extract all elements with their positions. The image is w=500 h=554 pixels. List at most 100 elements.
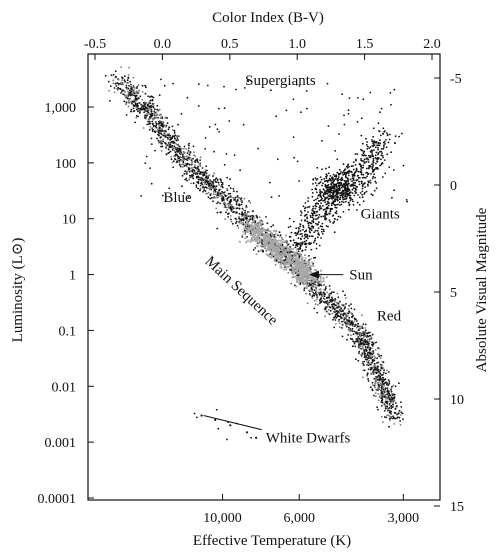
giant-star (365, 137, 367, 140)
main-sequence-star (220, 191, 223, 194)
main-sequence-star (197, 187, 200, 190)
main-sequence-star (271, 253, 274, 256)
giant-star (360, 173, 363, 176)
main-sequence-star (159, 131, 162, 134)
giant-star (339, 187, 341, 190)
main-sequence-star (383, 395, 386, 398)
giant-star (366, 148, 369, 150)
main-sequence-star (117, 78, 120, 81)
main-sequence-star (390, 390, 393, 393)
main-sequence-star (238, 204, 241, 207)
giant-star (287, 243, 289, 246)
giant-star (318, 208, 321, 211)
supergiant-star (140, 195, 143, 197)
main-sequence-star (336, 292, 339, 295)
main-sequence-star (178, 157, 180, 160)
giant-star (352, 161, 355, 164)
main-sequence-star (217, 191, 219, 194)
giant-star (374, 157, 377, 159)
main-sequence-star (277, 247, 280, 250)
giant-star (342, 198, 345, 201)
giant-star (302, 228, 304, 231)
giant-star (340, 194, 343, 197)
main-sequence-star (144, 92, 147, 95)
main-sequence-star (171, 149, 174, 151)
main-sequence-star (258, 219, 261, 223)
main-sequence-star (242, 223, 245, 226)
white-dwarf-star (217, 427, 220, 430)
main-sequence-star (341, 335, 344, 338)
giant-star (317, 233, 320, 236)
main-sequence-star (173, 132, 176, 134)
giant-star (365, 171, 368, 174)
giant-star (311, 235, 314, 238)
main-sequence-star (169, 136, 171, 139)
main-sequence-star (370, 363, 372, 366)
main-sequence-star (115, 88, 118, 90)
main-sequence-star (362, 323, 365, 325)
giant-star (347, 192, 350, 195)
main-sequence-star (271, 239, 274, 243)
main-sequence-star (160, 145, 162, 148)
giant-star (367, 185, 369, 187)
main-sequence-star (372, 384, 374, 387)
main-sequence-star (377, 347, 379, 349)
main-sequence-star (387, 408, 390, 411)
main-sequence-star (123, 90, 126, 92)
giant-star (353, 194, 356, 197)
main-sequence-star (327, 303, 330, 306)
main-sequence-star (243, 197, 246, 200)
supergiant-star (177, 151, 180, 153)
main-sequence-star (277, 253, 280, 256)
main-sequence-star (373, 359, 376, 362)
main-sequence-star (224, 204, 227, 207)
main-sequence-star (366, 334, 369, 337)
giant-star (350, 171, 353, 174)
main-sequence-star (287, 265, 290, 269)
main-sequence-star (209, 193, 212, 196)
giant-star (313, 199, 315, 202)
main-sequence-star (291, 276, 294, 279)
y-tick-label: 0.1 (59, 324, 77, 339)
main-sequence-star (362, 336, 365, 339)
white-dwarf-star (215, 408, 218, 411)
main-sequence-star (339, 315, 342, 318)
main-sequence-star (216, 202, 219, 205)
main-sequence-star (178, 145, 181, 148)
main-sequence-star (358, 329, 360, 331)
giant-star (307, 222, 310, 225)
main-sequence-star (174, 154, 177, 157)
supergiant-star (317, 200, 320, 202)
giant-star (334, 204, 337, 207)
giant-star (344, 195, 346, 197)
main-sequence-star (191, 167, 194, 169)
main-sequence-star (254, 237, 257, 240)
giant-star (367, 161, 370, 163)
main-sequence-star (331, 291, 333, 293)
giant-star (351, 192, 354, 195)
main-sequence-star (207, 177, 209, 180)
main-sequence-star (227, 196, 230, 199)
main-sequence-star (180, 159, 183, 162)
main-sequence-star (249, 233, 253, 236)
main-sequence-star (246, 236, 248, 238)
main-sequence-star (380, 404, 383, 407)
main-sequence-star (186, 170, 189, 173)
main-sequence-star (245, 205, 248, 207)
supergiant-star (392, 169, 395, 171)
supergiant-star (183, 192, 186, 194)
main-sequence-star (274, 236, 277, 239)
giant-star (337, 191, 340, 194)
region-label: Giants (361, 207, 400, 223)
main-sequence-star (366, 336, 368, 338)
main-sequence-star (130, 100, 133, 103)
main-sequence-star (120, 92, 122, 94)
main-sequence-star (185, 177, 188, 180)
giant-star (326, 174, 328, 177)
giant-star (288, 236, 291, 238)
main-sequence-star (395, 402, 397, 404)
giant-star (329, 209, 332, 211)
giant-star (297, 250, 300, 253)
main-sequence-star (148, 108, 151, 110)
giant-star (386, 153, 389, 156)
